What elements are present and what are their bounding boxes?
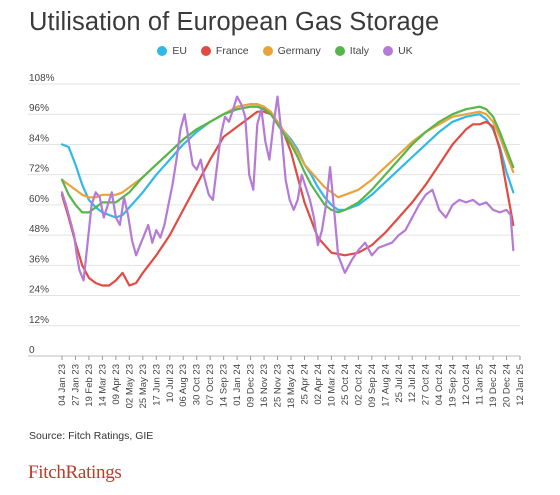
- x-tick-label: 25 Nov 23: [273, 364, 284, 407]
- x-tick-label: 27 Oct 24: [421, 364, 432, 405]
- x-tick-label: 09 Apr 23: [111, 364, 122, 405]
- legend-item: EU: [157, 45, 187, 57]
- y-axis: 0 12% 24% 36% 48% 60% 72% 84% 96% 108%: [29, 73, 55, 356]
- x-tick-label: 25 Oct 24: [340, 364, 351, 405]
- x-tick-label: 10 Jul 23: [165, 364, 176, 403]
- y-tick-label: 84%: [29, 133, 49, 144]
- x-tick-label: 02 May 23: [124, 364, 135, 408]
- y-tick-label: 108%: [29, 73, 55, 84]
- x-tick-label: 12 Oct 24: [461, 364, 472, 405]
- legend-item: France: [200, 45, 249, 57]
- x-tick-label: 19 Sep 24: [448, 364, 459, 407]
- x-tick-label: 12 Jan 25: [515, 364, 526, 406]
- y-tick-label: 24%: [29, 285, 49, 296]
- y-tick-label: 36%: [29, 254, 49, 265]
- x-tick-label: 30 Oct 23: [192, 364, 203, 405]
- x-tick-label: 10 Mar 24: [326, 364, 337, 407]
- x-tick-label: 04 Jan 23: [57, 364, 68, 406]
- x-tick-label: 19 Feb 23: [84, 364, 95, 407]
- x-tick-label: 16 Nov 23: [259, 364, 270, 407]
- x-tick-label: 19 Dec 24: [488, 364, 499, 407]
- y-tick-label: 0: [29, 345, 35, 356]
- x-tick-label: 25 May 23: [138, 364, 149, 408]
- x-tick-label: 01 Jan 24: [232, 364, 243, 406]
- legend-swatch: [334, 46, 345, 56]
- x-tick-label: 25 Apr 24: [299, 364, 310, 405]
- x-tick-label: 17 Jun 23: [151, 364, 162, 406]
- legend-item: Germany: [262, 45, 321, 57]
- legend-label: Italy: [349, 45, 370, 57]
- y-tick-label: 96%: [29, 103, 49, 114]
- x-axis: 04 Jan 23 27 Jan 23 19 Feb 23 14 Mar 23 09 A…: [57, 356, 526, 408]
- legend-swatch: [383, 46, 394, 56]
- y-tick-label: 12%: [29, 315, 49, 326]
- series-lines: [60, 95, 515, 287]
- x-tick-label: 04 Oct 24: [434, 364, 445, 405]
- legend-swatch: [200, 46, 211, 56]
- series-line-eu: [60, 105, 515, 219]
- x-tick-label: 11 Jan 25: [475, 364, 486, 405]
- y-tick-label: 72%: [29, 164, 49, 175]
- x-tick-label: 17 Aug 24: [380, 364, 391, 407]
- chart-legend: EU France Germany Italy UK: [0, 45, 560, 57]
- series-line-italy: [60, 105, 515, 214]
- x-tick-label: 14 Sep 23: [219, 364, 230, 407]
- legend-label: UK: [398, 45, 413, 57]
- legend-swatch: [262, 46, 273, 56]
- line-chart: 012%24%36%48%60%72%84%96%108% 04 Jan 23 2…: [28, 73, 526, 408]
- x-tick-label: 09 Dec 23: [246, 364, 257, 407]
- legend-swatch: [157, 46, 168, 56]
- x-tick-label: 25 Jul 24: [394, 364, 405, 403]
- x-tick-label: 02 Oct 24: [353, 364, 364, 405]
- x-tick-label: 18 May 24: [286, 364, 297, 408]
- x-tick-label: 14 Mar 23: [97, 364, 108, 407]
- source-note: Source: Fitch Ratings, GIE: [29, 430, 154, 442]
- x-tick-label: 02 Apr 24: [313, 364, 324, 405]
- legend-label: Germany: [277, 45, 321, 57]
- x-tick-label: 06 Aug 23: [178, 364, 189, 407]
- y-tick-label: 60%: [29, 194, 49, 205]
- fitch-ratings-logo: FitchRatings: [28, 462, 122, 483]
- series-line-uk: [60, 95, 515, 282]
- x-tick-label: 09 Sep 24: [367, 364, 378, 407]
- x-tick-label: 12 Jul 24: [407, 364, 418, 403]
- legend-label: France: [215, 45, 249, 57]
- y-tick-label: 48%: [29, 224, 49, 235]
- legend-item: Italy: [334, 45, 370, 57]
- x-tick-label: 20 Dec 24: [502, 364, 513, 407]
- x-tick-label: 27 Jan 23: [70, 364, 81, 406]
- legend-item: UK: [383, 45, 413, 57]
- chart-title: Utilisation of European Gas Storage: [29, 8, 440, 36]
- x-tick-label: 07 Oct 23: [205, 364, 216, 405]
- legend-label: EU: [172, 45, 187, 57]
